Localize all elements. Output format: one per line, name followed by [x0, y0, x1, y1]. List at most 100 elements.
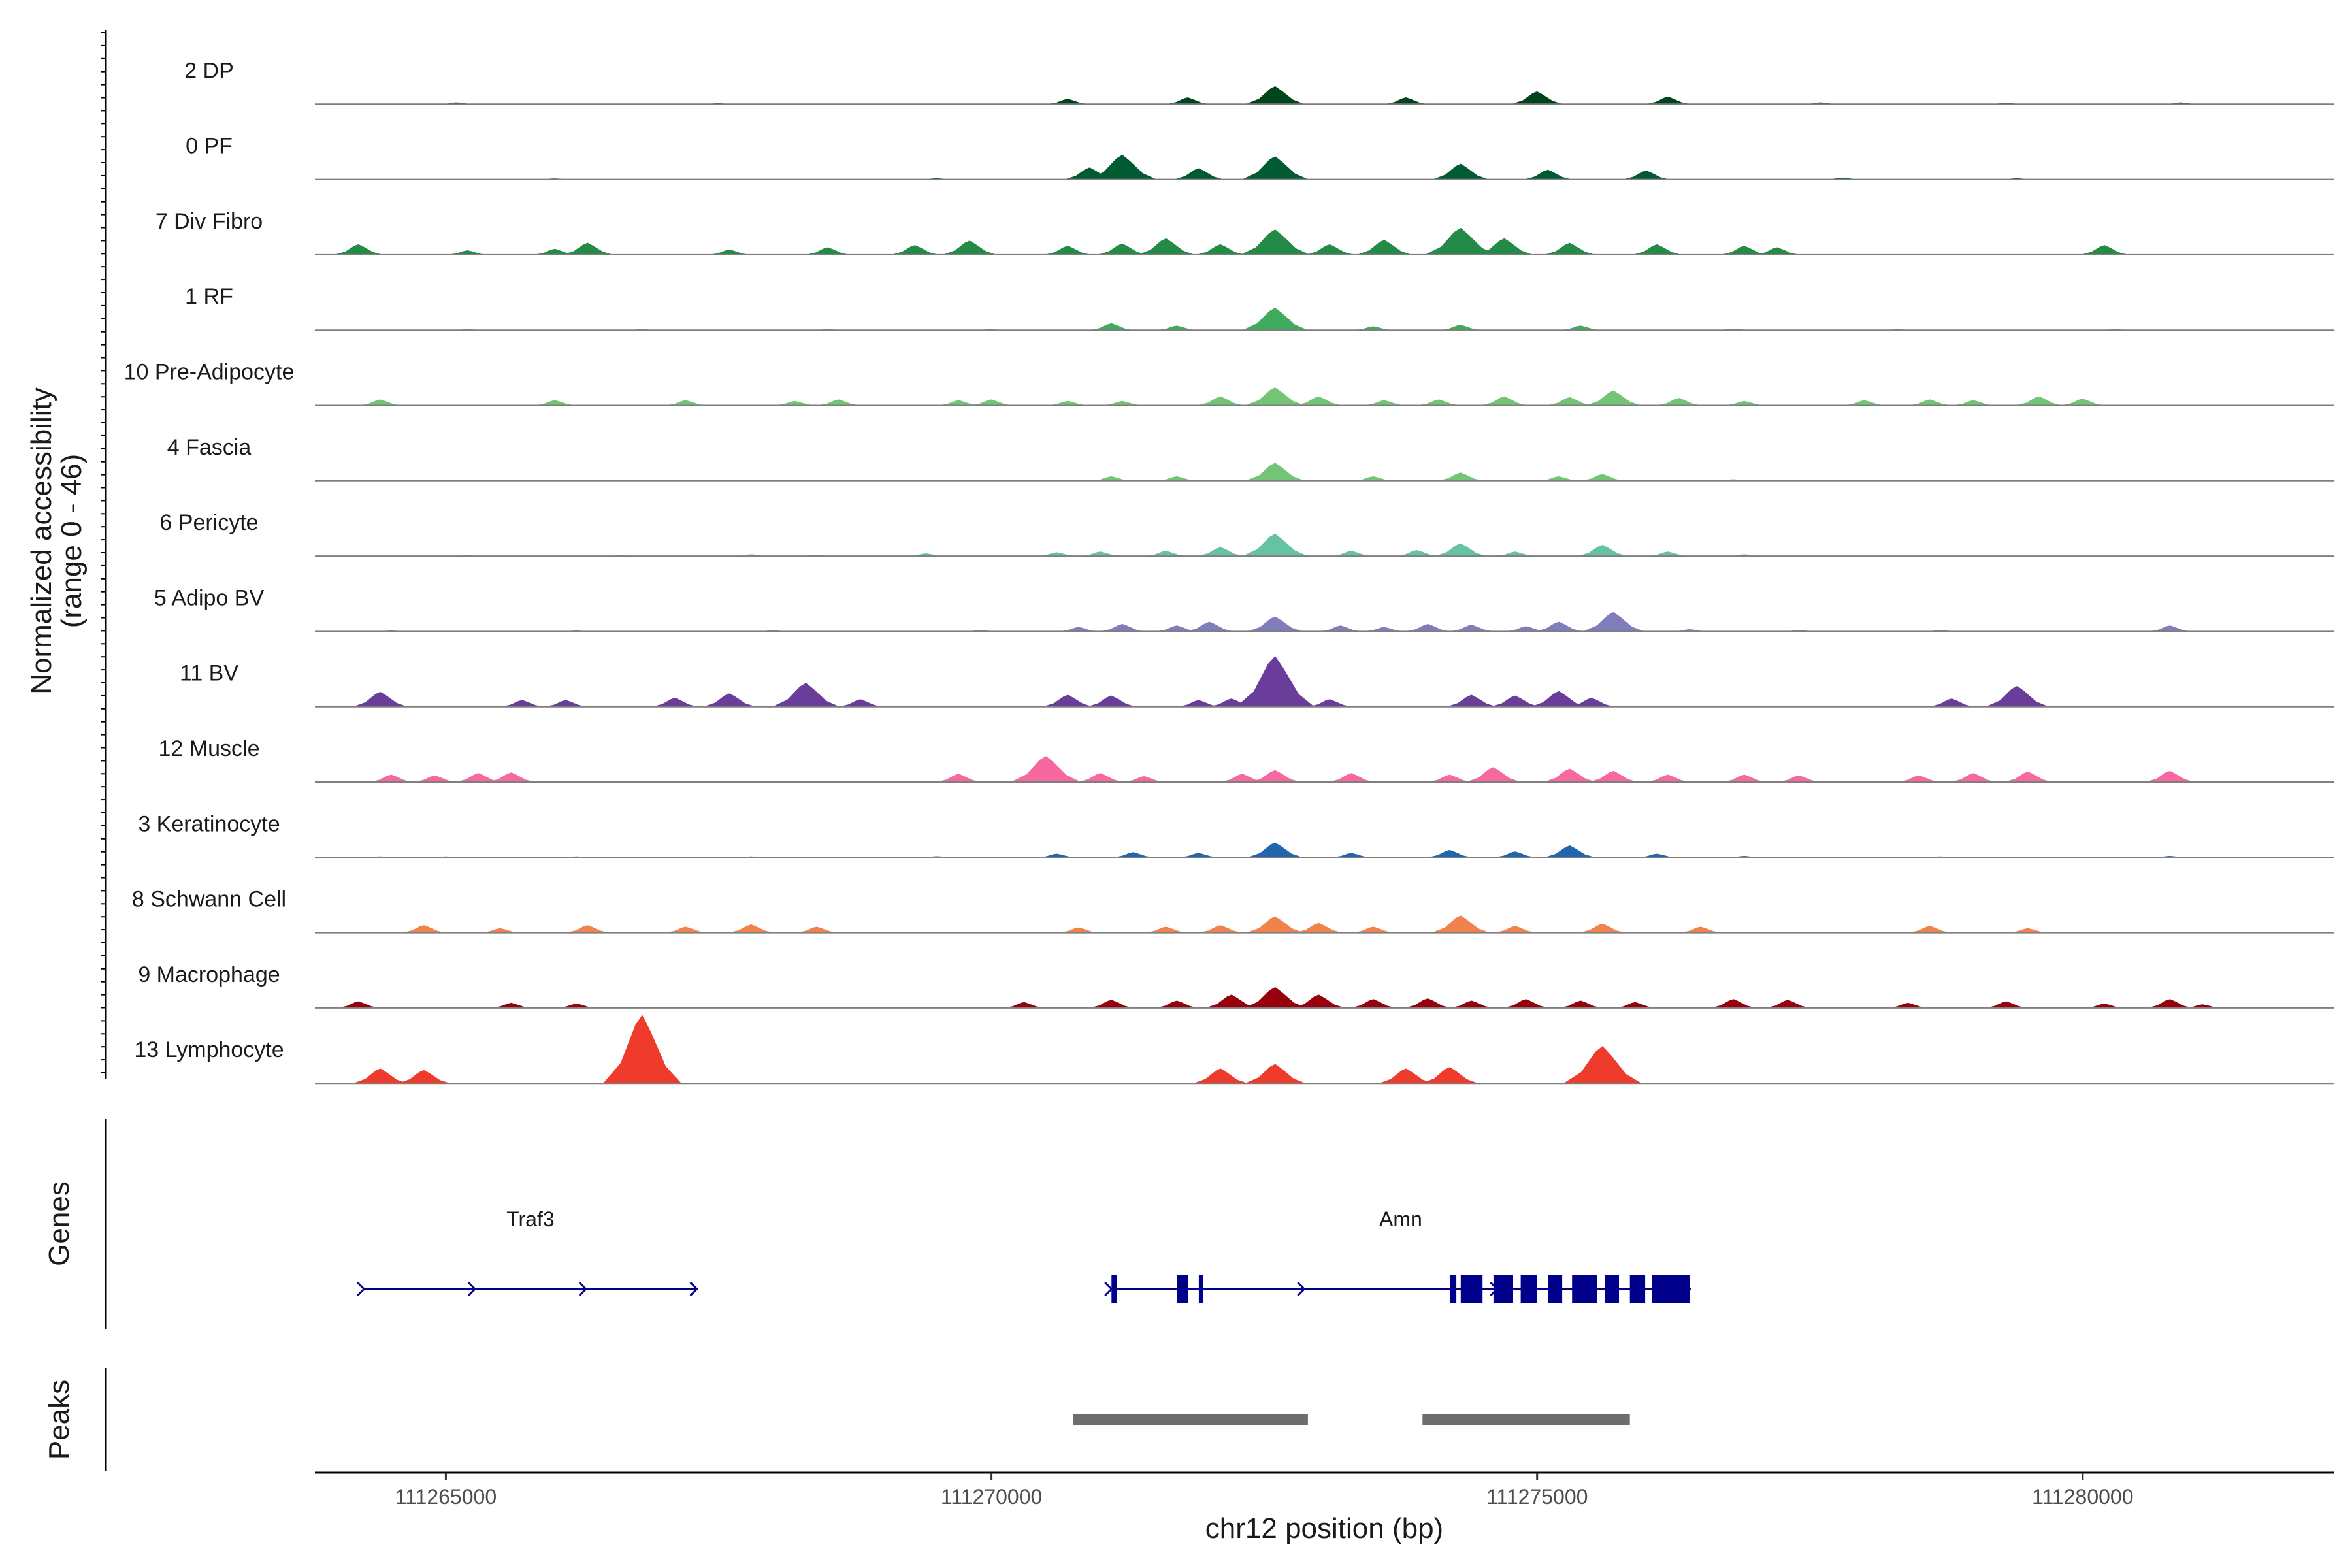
coverage-peak [1656, 398, 1701, 406]
coverage-peak [1450, 625, 1494, 632]
coverage-peak [938, 400, 980, 406]
coverage-peak [795, 926, 838, 933]
coverage-peak [1646, 774, 1691, 782]
coverage-peak [1544, 845, 1595, 858]
coverage-peak [1563, 1046, 1642, 1084]
coverage-peak [2016, 396, 2063, 406]
track-label: 6 Pericyte [159, 510, 258, 535]
coverage-peak [1177, 700, 1221, 707]
coverage-peak [1242, 533, 1308, 557]
track-label: 1 RF [185, 284, 233, 309]
coverage-peak [353, 1068, 408, 1084]
coverage-peak [1098, 243, 1147, 255]
coverage-peak [1505, 626, 1547, 632]
coverage-peak [728, 924, 774, 933]
coverage-peak [1011, 756, 1082, 782]
gene-exon [1605, 1275, 1619, 1303]
coverage-peak [1352, 926, 1395, 933]
x-tick-label: 111270000 [941, 1485, 1042, 1509]
coverage-peak [1503, 999, 1550, 1008]
coverage-peak [1558, 1000, 1603, 1008]
coverage-peak [534, 248, 576, 255]
coverage-peak [1950, 773, 1997, 782]
coverage-peak [359, 399, 402, 406]
coverage-peak [1646, 96, 1691, 105]
coverage-peak [1077, 773, 1124, 782]
genes-panel-title: Genes [43, 1181, 75, 1266]
coverage-peak [480, 928, 521, 933]
coverage-peak [2183, 1004, 2223, 1008]
track-label: 0 PF [186, 134, 233, 159]
coverage-peak [1582, 612, 1644, 632]
coverage-peak [1235, 656, 1315, 707]
coverage-peak [1438, 472, 1484, 481]
coverage-peak [1047, 400, 1088, 406]
coverage-peak [2008, 928, 2049, 933]
coverage-peak [1137, 238, 1195, 255]
gene-exon [1198, 1275, 1203, 1303]
gene-label: Traf3 [506, 1207, 555, 1231]
coverage-peak [1037, 552, 1077, 557]
track-label: 4 Fascia [167, 435, 252, 460]
coverage-peak [1305, 244, 1354, 255]
coverage-peak [1353, 476, 1394, 481]
gene-exon [1460, 1275, 1483, 1303]
coverage-peak [1579, 923, 1626, 933]
gene-amn: Amn [1104, 1207, 1691, 1303]
coverage-peak [1435, 543, 1487, 557]
coverage-peak [1560, 325, 1601, 331]
coverage-peak [1100, 624, 1145, 632]
peaks-panel-title: Peaks [43, 1380, 75, 1460]
peaks-panel [1073, 1414, 1630, 1425]
coverage-peak [336, 1001, 380, 1008]
coverage-peak [1637, 853, 1677, 858]
gene-label: Amn [1379, 1207, 1422, 1231]
coverage-peak [487, 772, 535, 782]
strand-arrow [1104, 1281, 1113, 1297]
coverage-peak [1544, 242, 1595, 255]
coverage-peak [1495, 551, 1536, 557]
strand-arrow [689, 1281, 698, 1297]
track-label: 7 Div Fibro [155, 209, 263, 234]
coverage-peak [1433, 163, 1489, 180]
coverage-peak [1179, 853, 1219, 858]
coverage-peak [1219, 774, 1266, 782]
peak-region [1422, 1414, 1630, 1425]
coverage-peak [1102, 400, 1143, 406]
coverage-peak [1086, 695, 1137, 707]
coverage-peak [334, 244, 383, 255]
coverage-peak [534, 400, 576, 406]
coverage-peak [368, 774, 414, 782]
track-3-keratinocyte: 3 Keratinocyte [138, 811, 2334, 858]
genes-panel: Traf3 Amn [357, 1207, 1691, 1303]
coverage-peak [1145, 926, 1188, 933]
coverage-peak [772, 683, 840, 707]
track-12-muscle: 12 Muscle [159, 736, 2334, 783]
gene-exon [1177, 1275, 1188, 1303]
coverage-peak [1173, 168, 1224, 180]
coverage-peak [491, 1002, 532, 1008]
coverage-peak [2004, 772, 2053, 782]
coverage-peak [1421, 1067, 1478, 1084]
gene-exon [1520, 1275, 1537, 1303]
coverage-peak [1364, 400, 1405, 406]
x-tick-label: 111280000 [2032, 1485, 2133, 1509]
coverage-peak [1985, 685, 2049, 707]
coverage-peak [1539, 476, 1579, 481]
coverage-peak [1929, 698, 1975, 707]
coverage-peak [1003, 1002, 1046, 1008]
coverage-peak [1908, 926, 1952, 933]
coverage-peak [1494, 851, 1537, 858]
y-axis-title: Normalized accessibility (range 0 - 46) [25, 387, 88, 694]
coverage-peak [1037, 853, 1077, 858]
gene-exon [1111, 1275, 1117, 1303]
coverage-peak [651, 698, 698, 707]
coverage-peak [2061, 399, 2104, 406]
coverage-peak [1440, 325, 1482, 331]
coverage-peak [1245, 463, 1305, 481]
coverage-peak [1577, 545, 1627, 557]
track-2-dp: 2 DP [184, 58, 2334, 105]
track-label: 8 Schwann Cell [132, 887, 286, 912]
track-label: 9 Macrophage [138, 962, 280, 987]
coverage-peak [1243, 987, 1307, 1008]
